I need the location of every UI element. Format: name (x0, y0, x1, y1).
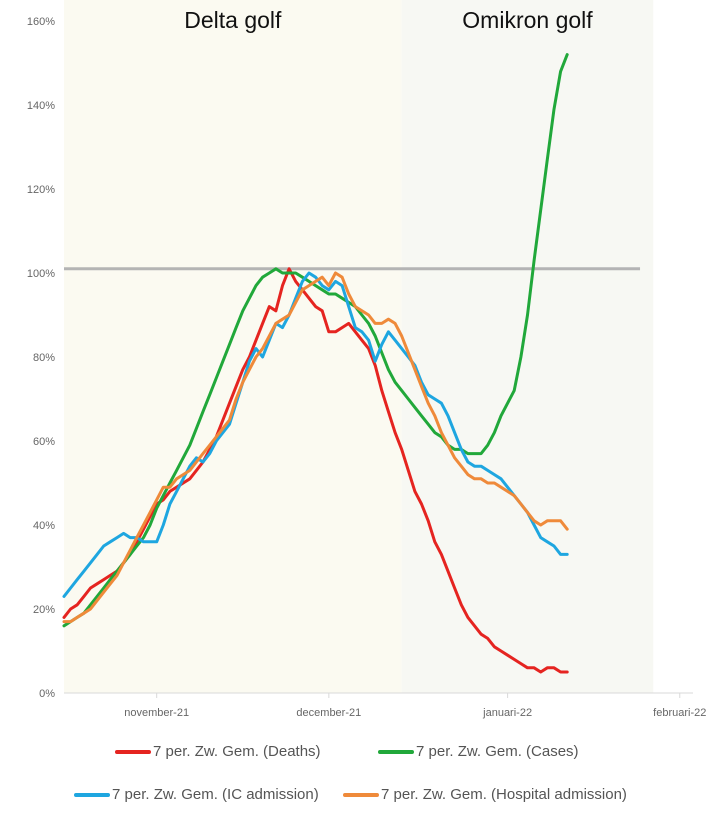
chart-legend: 7 per. Zw. Gem. (Deaths) 7 per. Zw. Gem.… (0, 730, 713, 820)
chart-axes: 0% 20% 40% 60% 80% 100% 120% 140% 160% november-2… (27, 16, 707, 719)
region-title-omikron-golf: Omikron golf (462, 7, 593, 33)
series-line-7-per-zw-gem-cases (62, 53, 569, 628)
y-tick-label: 0% (39, 688, 55, 700)
y-tick-label: 40% (33, 520, 55, 532)
y-tick-label: 80% (33, 352, 55, 364)
legend-swatch-cases (378, 749, 414, 754)
legend-item-hospital-admission: 7 per. Zw. Gem. (Hospital admission) (343, 786, 627, 803)
legend-item-cases: 7 per. Zw. Gem. (Cases) (378, 743, 579, 760)
region-background-delta-golf (64, 0, 402, 693)
y-tick-label: 100% (27, 268, 55, 280)
x-tick-label: januari-22 (482, 707, 532, 719)
chart-regions: Delta golf Omikron golf (64, 0, 654, 693)
region-background-omikron-golf (401, 0, 654, 693)
chart-canvas: Delta golf Omikron golf 0% 20% 40% 60% 80% 100… (27, 0, 707, 719)
legend-swatch-hospital-admission (343, 792, 379, 797)
series-line-7-per-zw-gem-ic-admission (62, 271, 569, 598)
x-tick-label: november-21 (124, 707, 189, 719)
legend-label-cases: 7 per. Zw. Gem. (Cases) (416, 743, 579, 760)
y-tick-label: 120% (27, 184, 55, 196)
y-tick-label: 160% (27, 16, 55, 28)
x-tick-label: december-21 (296, 707, 361, 719)
legend-label-hospital-admission: 7 per. Zw. Gem. (Hospital admission) (381, 786, 627, 803)
legend-item-deaths: 7 per. Zw. Gem. (Deaths) (115, 743, 321, 760)
legend-label-deaths: 7 per. Zw. Gem. (Deaths) (153, 743, 321, 760)
y-tick-label: 60% (33, 436, 55, 448)
series-line-7-per-zw-gem-deaths (62, 267, 569, 674)
legend-swatch-ic-admission (74, 792, 110, 797)
chart-series (62, 53, 569, 674)
y-tick-label: 140% (27, 100, 55, 112)
legend-label-ic-admission: 7 per. Zw. Gem. (IC admission) (112, 786, 319, 803)
y-tick-label: 20% (33, 604, 55, 616)
legend-item-ic-admission: 7 per. Zw. Gem. (IC admission) (74, 786, 319, 803)
x-tick-label: februari-22 (653, 707, 706, 719)
series-line-7-per-zw-gem-hospital-admission (62, 271, 569, 624)
legend-swatch-deaths (115, 749, 151, 754)
region-title-delta-golf: Delta golf (184, 7, 282, 33)
